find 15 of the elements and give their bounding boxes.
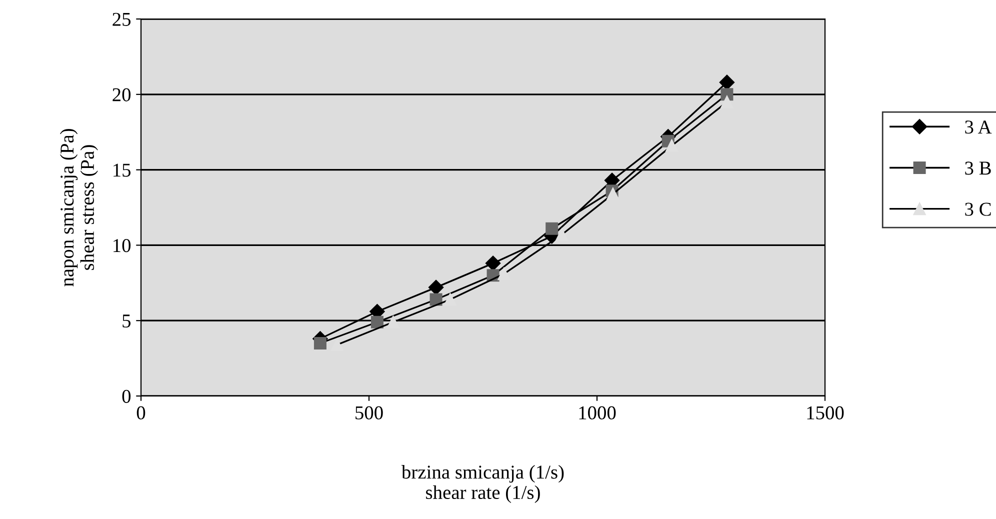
x-tick-label: 1000 (579, 406, 616, 420)
x-tick-label: 0 (136, 406, 146, 420)
x-axis-title: brzina smicanja (1/s) shear rate (1/s) (401, 465, 564, 503)
legend-label: 3 C (965, 202, 991, 216)
x-tick-label: 1500 (807, 406, 844, 420)
y-tick-label: 5 (122, 314, 131, 328)
y-axis-title: napon smicanja (Pa) shear stress (Pa) (60, 128, 98, 286)
y-tick-label: 20 (112, 88, 131, 102)
y-tick-label: 10 (114, 239, 131, 252)
x-tick-label: 500 (356, 406, 383, 420)
y-tick-label: 25 (112, 12, 131, 26)
y-tick-label: 15 (114, 164, 131, 177)
legend-label: 3 A (965, 120, 992, 134)
legend-label: 3 B (965, 162, 991, 175)
y-tick-label: 0 (122, 390, 131, 403)
